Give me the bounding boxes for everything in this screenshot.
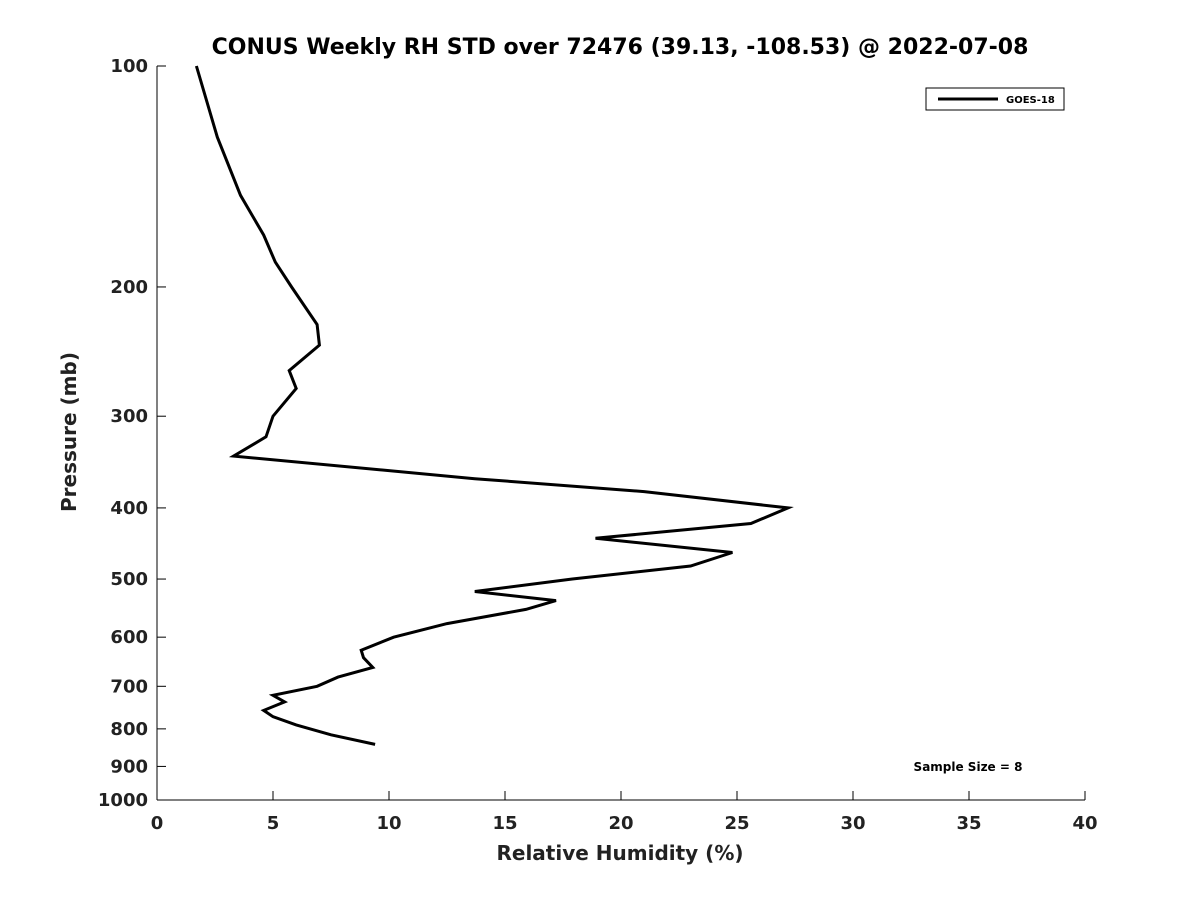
x-tick-label: 5 (267, 813, 280, 834)
ticks: 0 5 10 15 20 25 30 35 40 100 200 300 400 500 600 700 800… (98, 56, 1098, 834)
series-line-0 (194, 65, 794, 746)
x-tick-label: 15 (492, 813, 517, 834)
y-tick-label: 600 (110, 627, 148, 648)
x-tick-label: 20 (608, 813, 633, 834)
x-tick-label: 25 (724, 813, 749, 834)
sample-size-annotation: Sample Size = 8 (914, 760, 1023, 774)
chart-title: CONUS Weekly RH STD over 72476 (39.13, -… (212, 35, 1029, 60)
series (194, 65, 794, 746)
x-tick-label: 35 (956, 813, 981, 834)
x-tick-label: 10 (376, 813, 401, 834)
legend: GOES-18 (925, 87, 1065, 111)
legend-label: GOES-18 (1006, 95, 1055, 106)
y-tick-label: 700 (110, 676, 148, 697)
y-axis-title: Pressure (mb) (57, 352, 81, 512)
y-tick-label: 800 (110, 719, 148, 740)
x-tick-label: 40 (1072, 813, 1097, 834)
x-axis-title: Relative Humidity (%) (496, 841, 743, 865)
x-tick-label: 0 (151, 813, 164, 834)
y-tick-label: 900 (110, 756, 148, 777)
y-tick-label: 1000 (98, 790, 148, 811)
y-tick-label: 400 (110, 498, 148, 519)
x-tick-label: 30 (840, 813, 865, 834)
y-tick-label: 200 (110, 277, 148, 298)
y-tick-label: 500 (110, 569, 148, 590)
y-tick-label: 100 (110, 56, 148, 77)
y-tick-label: 300 (110, 406, 148, 427)
